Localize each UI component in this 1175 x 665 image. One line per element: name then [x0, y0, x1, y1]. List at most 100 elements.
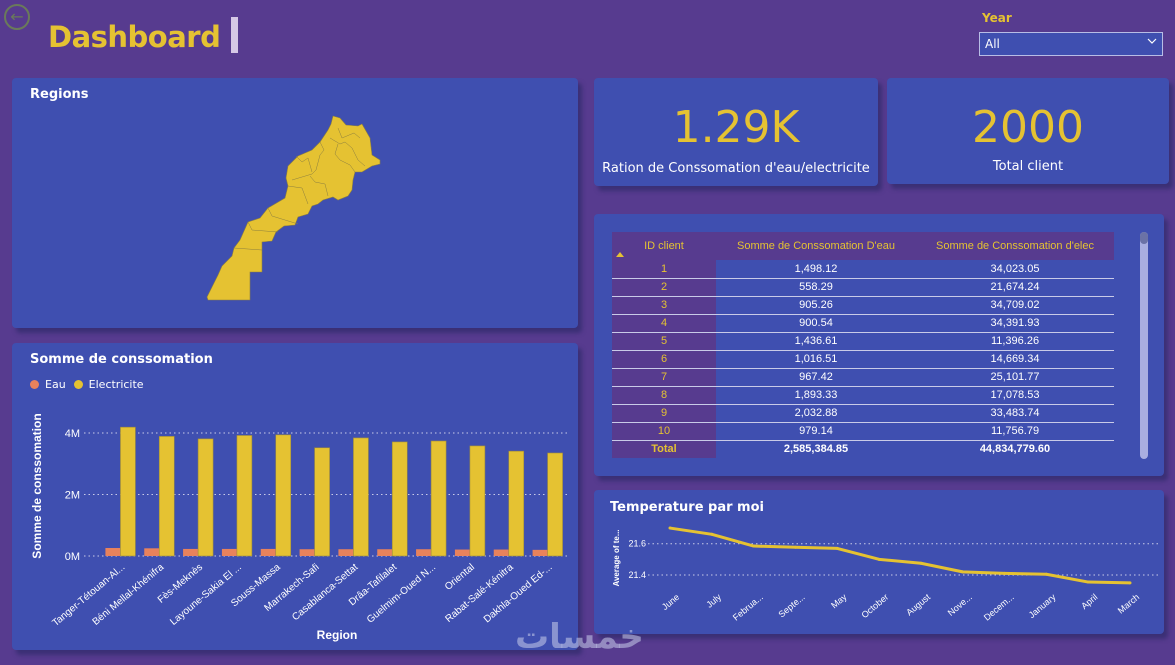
cell-eau: 905.26 — [716, 296, 916, 315]
bar-eau[interactable] — [532, 549, 548, 556]
back-arrow-icon[interactable]: ← — [4, 4, 30, 30]
bar-eau[interactable] — [454, 549, 470, 556]
line-point[interactable] — [1086, 580, 1090, 584]
region-borders — [233, 127, 366, 251]
kpi-label: Total client — [992, 159, 1064, 174]
table-row[interactable]: 4 900.54 34,391.93 — [612, 314, 1114, 333]
bar-electricite[interactable] — [120, 426, 136, 557]
line-point[interactable] — [668, 526, 672, 530]
line-point[interactable] — [919, 561, 923, 565]
cell-elec: 11,396.26 — [916, 332, 1114, 351]
cell-eau: 1,436.61 — [716, 332, 916, 351]
x-tick-label: Rabat-Salé-Kénitra — [443, 562, 516, 625]
legend-dot-electricite — [73, 380, 83, 389]
bar-eau[interactable] — [416, 549, 432, 556]
bar-chart-legend: Eau Electricite — [30, 378, 144, 391]
line-point[interactable] — [793, 545, 797, 549]
temperature-line-chart-card: Temperature par moi Average of te... 21.… — [594, 490, 1164, 634]
text-cursor — [231, 17, 238, 53]
year-slicer-dropdown[interactable]: All — [979, 32, 1163, 56]
x-tick-label: April — [1079, 592, 1099, 611]
bar-electricite[interactable] — [430, 440, 447, 557]
bar-eau[interactable] — [260, 548, 276, 556]
cell-eau: 1,016.51 — [716, 350, 916, 369]
bar-eau[interactable] — [144, 548, 160, 556]
line-point[interactable] — [961, 570, 965, 574]
line-point[interactable] — [710, 532, 714, 536]
cell-eau: 1,893.33 — [716, 386, 916, 405]
bar-electricite[interactable] — [508, 450, 525, 557]
line-point[interactable] — [1003, 571, 1007, 575]
x-tick-label: Decem... — [982, 592, 1016, 623]
cell-elec: 25,101.77 — [916, 368, 1114, 387]
map-region-shape — [206, 115, 381, 301]
page-title: Dashboard — [48, 20, 221, 54]
table-scrollbar[interactable] — [1140, 232, 1148, 459]
bar-electricite[interactable] — [391, 441, 408, 557]
line-point[interactable] — [1044, 572, 1048, 576]
scrollbar-thumb[interactable] — [1140, 232, 1148, 244]
client-table: ID client Somme de Conssomation D'eau So… — [612, 232, 1114, 458]
map-title: Regions — [30, 87, 89, 102]
bar-eau[interactable] — [377, 549, 393, 556]
bar-electricite[interactable] — [469, 445, 486, 557]
table-row[interactable]: 5 1,436.61 11,396.26 — [612, 332, 1114, 351]
cell-id-client: 7 — [612, 368, 716, 387]
x-tick-label: October — [859, 592, 890, 620]
bar-chart-title: Somme de conssomation — [30, 352, 213, 367]
x-tick-label: January — [1027, 592, 1058, 621]
bar-electricite[interactable] — [353, 437, 369, 557]
x-tick-label: May — [829, 592, 849, 611]
client-table-card: ID client Somme de Conssomation D'eau So… — [594, 214, 1164, 476]
bar-electricite[interactable] — [314, 447, 330, 557]
bar-electricite[interactable] — [236, 435, 253, 557]
table-row[interactable]: 3 905.26 34,709.02 — [612, 296, 1114, 315]
bar-eau[interactable] — [493, 549, 509, 556]
table-row[interactable]: 6 1,016.51 14,669.34 — [612, 350, 1114, 369]
bar-eau[interactable] — [221, 548, 237, 556]
line-point[interactable] — [752, 544, 756, 548]
bar-eau[interactable] — [105, 548, 121, 556]
chevron-down-icon — [1147, 38, 1157, 44]
line-point[interactable] — [877, 557, 881, 561]
table-row[interactable]: 10 979.14 11,756.79 — [612, 422, 1114, 441]
bar-chart-svg: Somme de conssomation Region 0M 2M 4M Tang… — [30, 413, 568, 642]
bar-electricite[interactable] — [275, 434, 292, 557]
cell-id-client: 5 — [612, 332, 716, 351]
cell-elec: 21,674.24 — [916, 278, 1114, 297]
temperature-line[interactable] — [669, 526, 1131, 585]
column-header-eau[interactable]: Somme de Conssomation D'eau — [716, 232, 916, 260]
table-row[interactable]: 7 967.42 25,101.77 — [612, 368, 1114, 387]
legend-label-electricite[interactable]: Electricite — [88, 378, 144, 391]
kpi-card-total-client: 2000 Total client — [887, 78, 1169, 184]
cell-eau: 1,498.12 — [716, 260, 916, 279]
cell-eau: 967.42 — [716, 368, 916, 387]
table-row[interactable]: 1 1,498.12 34,023.05 — [612, 260, 1114, 279]
bar-electricite[interactable] — [197, 438, 214, 557]
cell-elec: 34,709.02 — [916, 296, 1114, 315]
table-row[interactable]: 2 558.29 21,674.24 — [612, 278, 1114, 297]
line-point[interactable] — [835, 546, 839, 550]
cell-eau: 979.14 — [716, 422, 916, 441]
bar-eau[interactable] — [183, 548, 199, 556]
legend-label-eau[interactable]: Eau — [45, 378, 66, 391]
table-row[interactable]: 9 2,032.88 33,483.74 — [612, 404, 1114, 423]
bar-eau[interactable] — [338, 549, 354, 556]
x-tick-label: March — [1116, 592, 1142, 616]
bar-electricite[interactable] — [158, 436, 175, 557]
legend-dot-eau — [30, 380, 39, 389]
kpi-value: 2000 — [972, 102, 1084, 153]
line-point[interactable] — [1128, 581, 1132, 585]
kpi-card-ratio: 1.29K Ration de Conssomation d'eau/elect… — [594, 78, 878, 186]
cell-elec: 33,483.74 — [916, 404, 1114, 423]
table-row[interactable]: 8 1,893.33 17,078.53 — [612, 386, 1114, 405]
bar-eau[interactable] — [299, 549, 315, 556]
total-elec: 44,834,779.60 — [979, 443, 1051, 456]
sort-ascending-icon[interactable] — [616, 252, 624, 257]
cell-id-client: 2 — [612, 278, 716, 297]
bar-electricite[interactable] — [547, 452, 563, 557]
column-header-id-client[interactable]: ID client — [612, 232, 716, 260]
line-chart-svg: Average of te... 21.4 21.6 June July Februa… — [612, 526, 1160, 623]
morocco-map[interactable] — [190, 100, 400, 310]
column-header-elec[interactable]: Somme de Conssomation d'elec — [916, 232, 1114, 260]
